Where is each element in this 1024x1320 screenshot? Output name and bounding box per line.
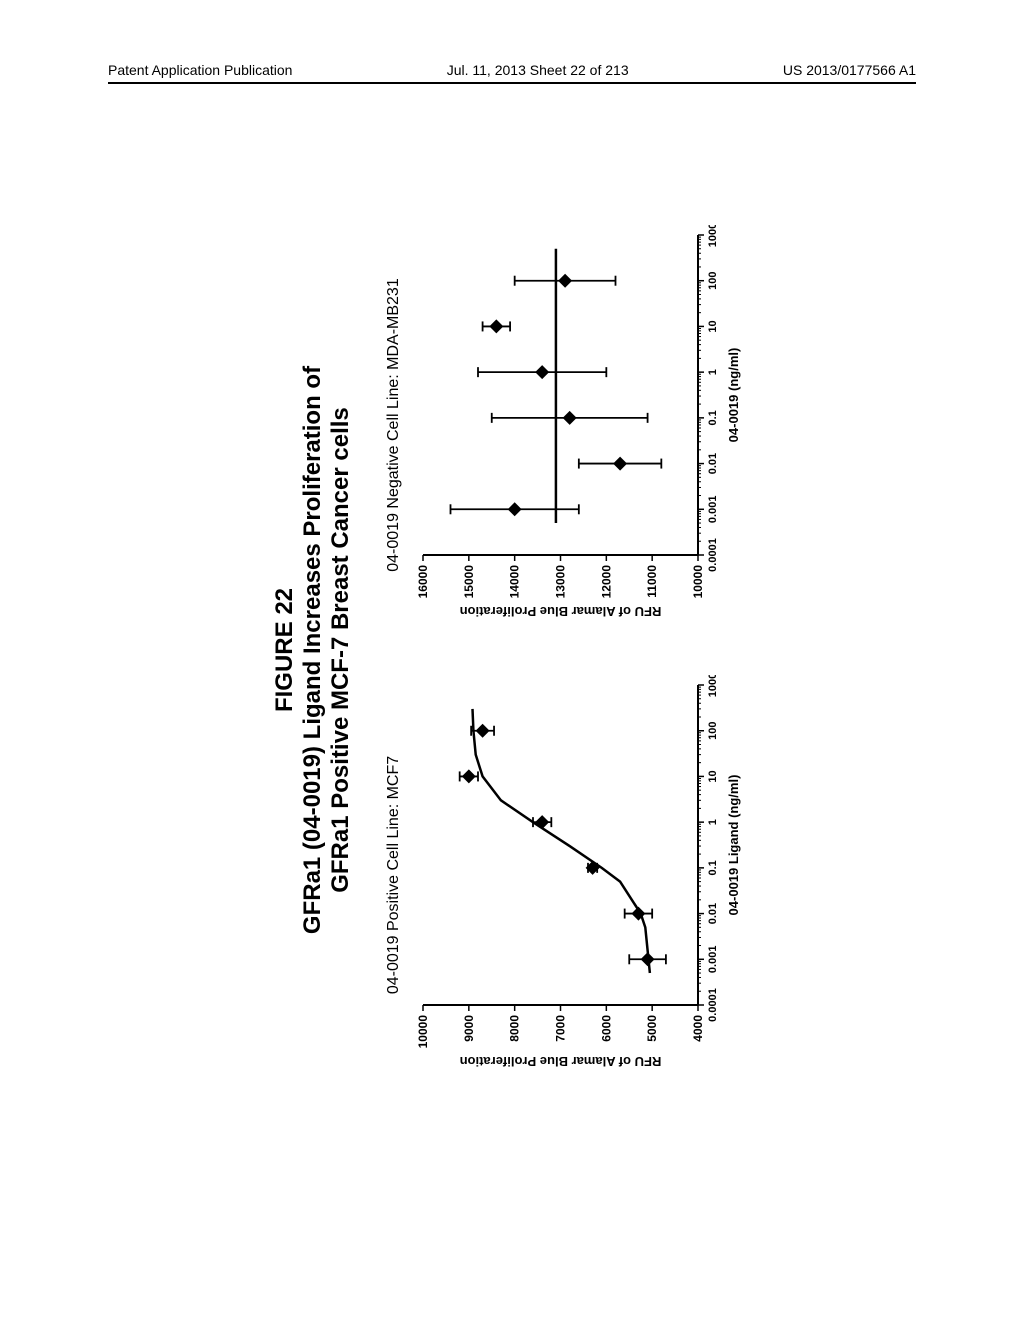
svg-text:100: 100 [707, 272, 719, 290]
svg-text:RFU of Alamar Blue Proliferati: RFU of Alamar Blue Proliferation [460, 604, 662, 619]
chart-right-svg: 100001100012000130001400015000160000.000… [413, 225, 753, 625]
svg-text:11000: 11000 [645, 565, 659, 598]
svg-text:0.1: 0.1 [707, 410, 719, 425]
svg-text:0.001: 0.001 [707, 496, 719, 524]
header-divider [108, 82, 916, 84]
svg-text:12000: 12000 [599, 565, 613, 599]
page-header: Patent Application Publication Jul. 11, … [0, 62, 1024, 78]
svg-text:13000: 13000 [554, 565, 568, 599]
svg-text:0.01: 0.01 [707, 903, 719, 924]
figure-number: FIGURE 22 [271, 200, 299, 1100]
svg-text:100: 100 [707, 722, 719, 740]
svg-text:16000: 16000 [416, 565, 430, 599]
chart-right-title: 04-0019 Negative Cell Line: MDA-MB231 [385, 278, 403, 571]
figure-title-line-1: GFRa1 (04-0019) Ligand Increases Prolife… [299, 200, 327, 1100]
svg-text:10000: 10000 [416, 1015, 430, 1049]
header-center-text: Jul. 11, 2013 Sheet 22 of 213 [447, 62, 629, 78]
svg-text:1000: 1000 [707, 225, 719, 247]
charts-row: 04-0019 Positive Cell Line: MCF7 4000 500… [385, 200, 753, 1100]
chart-left-title: 04-0019 Positive Cell Line: MCF7 [385, 756, 403, 994]
svg-text:15000: 15000 [462, 565, 476, 599]
svg-text:0.01: 0.01 [707, 453, 719, 474]
svg-text:0.0001: 0.0001 [707, 538, 719, 572]
svg-text:14000: 14000 [508, 565, 522, 599]
svg-text:04-0019 Ligand (ng/ml): 04-0019 Ligand (ng/ml) [726, 775, 741, 916]
chart-right-block: 04-0019 Negative Cell Line: MDA-MB231 10… [385, 225, 753, 625]
svg-text:1: 1 [707, 369, 719, 375]
svg-text:1000: 1000 [707, 675, 719, 697]
chart-left-svg: 4000 5000 6000 7000 8000 9000 10000 0.0001 0.001… [413, 675, 753, 1075]
header-right-text: US 2013/0177566 A1 [783, 62, 916, 78]
svg-text:8000: 8000 [508, 1015, 522, 1042]
svg-text:6000: 6000 [599, 1015, 613, 1042]
chart-left-block: 04-0019 Positive Cell Line: MCF7 4000 500… [385, 675, 753, 1075]
svg-text:0.0001: 0.0001 [707, 988, 719, 1022]
header-left-text: Patent Application Publication [108, 62, 292, 78]
svg-text:10: 10 [707, 770, 719, 782]
figure-title-line-2: GFRa1 Positive MCF-7 Breast Cancer cells [327, 200, 355, 1100]
svg-text:4000: 4000 [691, 1015, 705, 1042]
svg-text:10: 10 [707, 320, 719, 332]
svg-text:RFU of Alamar Blue Proliferati: RFU of Alamar Blue Proliferation [460, 1054, 662, 1069]
svg-text:0.001: 0.001 [707, 946, 719, 974]
figure-title-block: FIGURE 22 GFRa1 (04-0019) Ligand Increas… [271, 200, 355, 1100]
svg-text:5000: 5000 [645, 1015, 659, 1042]
svg-text:10000: 10000 [691, 565, 705, 599]
svg-text:9000: 9000 [462, 1015, 476, 1042]
svg-text:1: 1 [707, 819, 719, 825]
figure-rotated: FIGURE 22 GFRa1 (04-0019) Ligand Increas… [271, 200, 753, 1100]
svg-text:04-0019 (ng/ml): 04-0019 (ng/ml) [726, 348, 741, 443]
svg-text:7000: 7000 [554, 1015, 568, 1042]
figure-container: FIGURE 22 GFRa1 (04-0019) Ligand Increas… [0, 200, 1024, 1100]
svg-text:0.1: 0.1 [707, 860, 719, 875]
